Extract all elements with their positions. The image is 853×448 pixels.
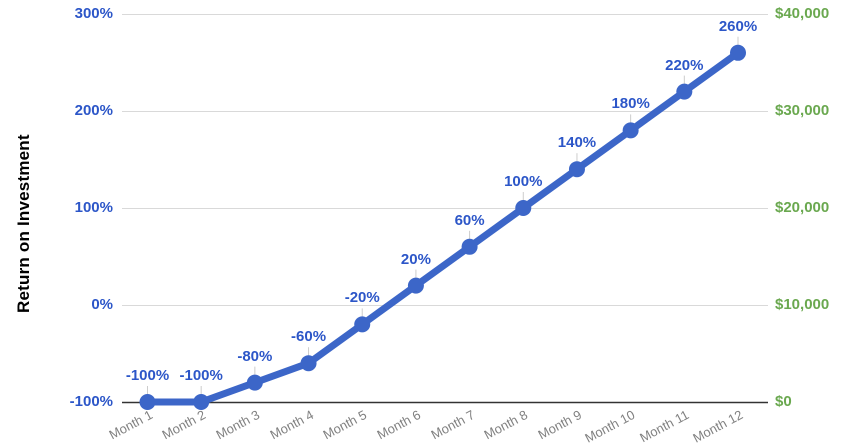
left-axis-tick-label: 100% [74,199,113,216]
right-axis-tick-label: $20,000 [775,199,830,216]
roi-series-line[interactable] [144,49,742,406]
data-point-label: 140% [557,134,597,152]
data-point-label: -80% [237,347,273,365]
right-axis-tick-label: $30,000 [775,102,830,119]
data-point[interactable] [246,374,263,391]
right-axis-tick-label: $0 [775,393,792,410]
data-point-label: 260% [718,17,758,35]
data-point[interactable] [407,277,424,294]
data-point[interactable] [622,122,639,139]
data-point[interactable] [515,200,532,216]
data-point-label: -100% [179,367,223,384]
data-point[interactable] [461,238,478,255]
left-axis-tick-label: 300% [74,5,113,22]
data-point[interactable] [300,355,317,372]
data-point-label: -100% [125,367,170,384]
data-point[interactable] [568,161,585,178]
data-point[interactable] [676,83,693,100]
data-point-label: 180% [611,95,650,113]
left-axis-tick-label: -100% [69,393,113,410]
data-point[interactable] [193,394,210,410]
data-point[interactable] [730,44,746,61]
data-point-label: 60% [454,211,485,229]
left-axis-tick-label: 200% [74,102,113,119]
data-point[interactable] [139,394,156,410]
right-axis-tick-label: $40,000 [775,5,830,22]
data-point-label: 20% [400,250,431,268]
data-point[interactable] [354,316,371,333]
data-point-label: -60% [291,328,327,346]
right-axis-tick-label: $10,000 [775,296,830,313]
data-point-label: 100% [504,173,543,190]
data-point-label: 220% [665,56,704,74]
data-point-label: -20% [344,289,380,307]
left-axis-tick-label: 0% [91,296,113,313]
